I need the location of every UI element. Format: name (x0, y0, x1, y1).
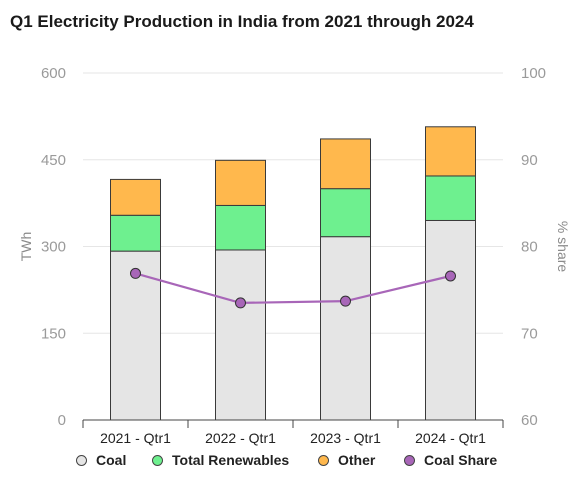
legend-item-coal-share[interactable]: Coal Share (404, 452, 497, 468)
coal-share-point (130, 267, 141, 279)
y-tick-label: 300 (41, 239, 66, 256)
bar-coal (425, 219, 476, 421)
bar-total-renewables (425, 175, 476, 221)
x-tick-label: 2024 - Qtr1 (415, 430, 486, 446)
bar-other (215, 159, 266, 206)
y2-tick-label: 80 (521, 239, 538, 256)
y2-axis-title: % share (555, 221, 571, 273)
y-tick-label: 450 (41, 152, 66, 169)
coal-share-point (340, 295, 351, 307)
y2-tick-label: 100 (521, 65, 546, 82)
bar-coal (215, 249, 266, 421)
y2-tick-label: 60 (521, 412, 538, 429)
bar-other (110, 178, 161, 216)
legend-label-coal-share: Coal Share (424, 452, 498, 468)
y-tick-label: 0 (58, 412, 66, 429)
y-axis-title: TWh (18, 232, 34, 262)
legend-swatch-coal (76, 454, 87, 466)
legend-item-coal[interactable]: Coal (76, 452, 126, 468)
legend-item-total-renewables[interactable]: Total Renewables (152, 452, 289, 468)
chart-title: Q1 Electricity Production in India from … (10, 12, 474, 31)
x-tick-label: 2021 - Qtr1 (100, 430, 171, 446)
coal-share-point (235, 297, 246, 309)
legend-swatch-other (318, 454, 329, 466)
bar-other (320, 138, 371, 190)
bar-coal (110, 250, 161, 421)
bar-total-renewables (215, 204, 266, 251)
x-tick-label: 2022 - Qtr1 (205, 430, 276, 446)
legend-label-coal: Coal (96, 452, 127, 468)
legend-swatch-total-renewables (152, 454, 163, 466)
bar-total-renewables (320, 188, 371, 238)
legend-item-other[interactable]: Other (318, 452, 375, 468)
y-tick-label: 150 (41, 325, 66, 342)
coal-share-point (445, 270, 456, 282)
y-tick-label: 600 (41, 65, 66, 82)
chart: 0 150 300 450 600 60 70 80 90 100 TWh % share 2021 -… (18, 65, 571, 446)
bar-coal (320, 236, 371, 421)
legend: Coal Total Renewables Other Coal Share (0, 452, 585, 474)
coal-share-line (135, 272, 451, 304)
y2-tick-label: 90 (521, 152, 538, 169)
x-tick-label: 2023 - Qtr1 (310, 430, 381, 446)
legend-swatch-coal-share (404, 454, 415, 466)
legend-label-total-renewables: Total Renewables (172, 452, 290, 468)
bar-total-renewables (110, 214, 161, 252)
y2-tick-label: 70 (521, 325, 538, 342)
bar-other (425, 126, 476, 177)
legend-label-other: Other (338, 452, 376, 468)
